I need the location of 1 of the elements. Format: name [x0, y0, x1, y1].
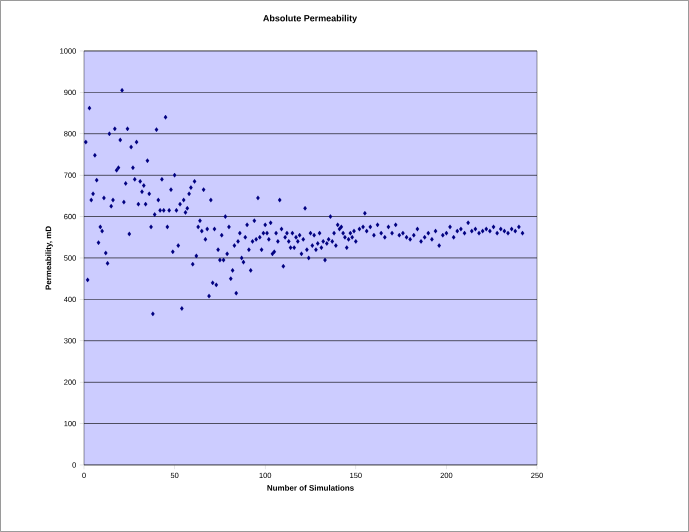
chart-title: Absolute Permeability [263, 14, 358, 24]
